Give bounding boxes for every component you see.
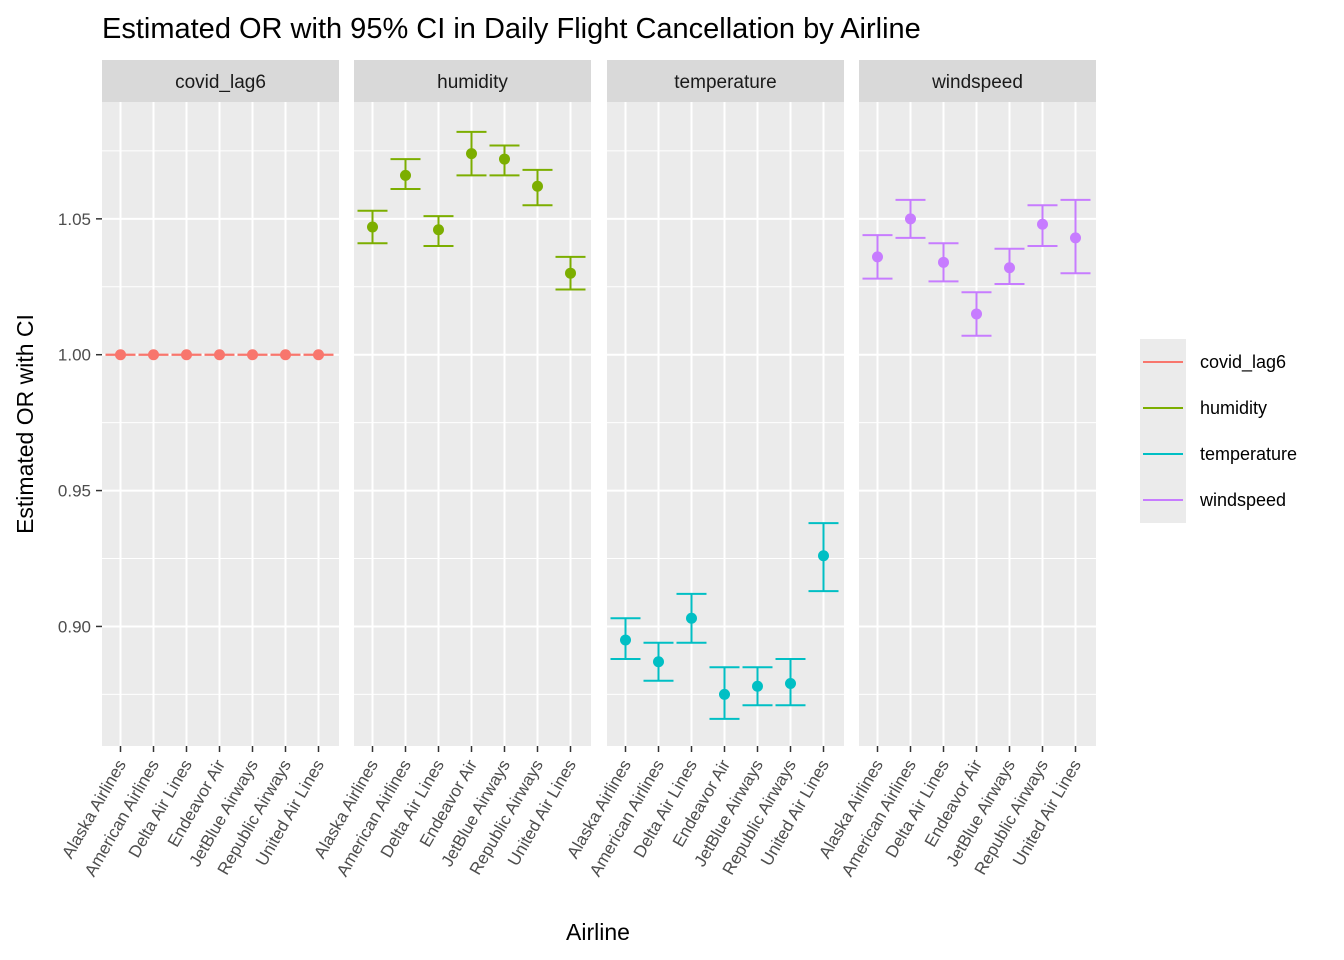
legend-label-windspeed: windspeed — [1199, 490, 1286, 510]
data-point — [818, 550, 829, 562]
data-point — [620, 634, 631, 646]
data-point — [247, 349, 258, 361]
facet-strip — [102, 60, 339, 102]
legend: covid_lag6 humidity temperature windspeed — [1140, 339, 1297, 523]
facet-strip — [859, 60, 1096, 102]
y-axis-title: Estimated OR with CI — [12, 314, 38, 534]
data-point — [148, 349, 159, 361]
data-point — [433, 224, 444, 236]
facet-strip-label: covid_lag6 — [175, 72, 266, 93]
data-point — [499, 153, 510, 165]
y-tick-label: 1.00 — [58, 346, 91, 365]
data-point — [1037, 218, 1048, 230]
y-axis: 0.90 0.95 1.00 1.05 — [58, 210, 102, 636]
data-point — [181, 349, 192, 361]
data-point — [532, 180, 543, 192]
facet-strip-label: humidity — [437, 72, 508, 93]
y-tick-label: 0.95 — [58, 482, 91, 501]
facet-strip — [354, 60, 591, 102]
data-point — [905, 213, 916, 225]
x-axis-title: Airline — [566, 919, 630, 945]
data-point — [1004, 262, 1015, 274]
legend-key-background — [1140, 339, 1186, 523]
data-point — [872, 251, 883, 263]
data-point — [400, 169, 411, 181]
data-point — [466, 148, 477, 160]
data-point — [686, 612, 697, 624]
data-point — [971, 308, 982, 320]
data-point — [1070, 232, 1081, 244]
legend-label-humidity: humidity — [1200, 398, 1267, 418]
facet-strip — [607, 60, 844, 102]
data-point — [785, 678, 796, 690]
legend-label-temperature: temperature — [1200, 444, 1297, 464]
data-point — [938, 256, 949, 268]
chart-title: Estimated OR with 95% CI in Daily Flight… — [102, 13, 921, 45]
data-point — [280, 349, 291, 361]
data-point — [115, 349, 126, 361]
data-point — [752, 680, 763, 692]
data-point — [719, 688, 730, 700]
facet-strip-label: windspeed — [931, 72, 1023, 93]
data-point — [653, 656, 664, 668]
facet-strip-label: temperature — [674, 72, 776, 93]
data-point — [565, 267, 576, 279]
y-tick-label: 1.05 — [58, 210, 91, 229]
legend-label-covid_lag6: covid_lag6 — [1200, 352, 1286, 373]
data-point — [313, 349, 324, 361]
data-point — [367, 221, 378, 233]
data-point — [214, 349, 225, 361]
y-tick-label: 0.90 — [58, 617, 91, 636]
